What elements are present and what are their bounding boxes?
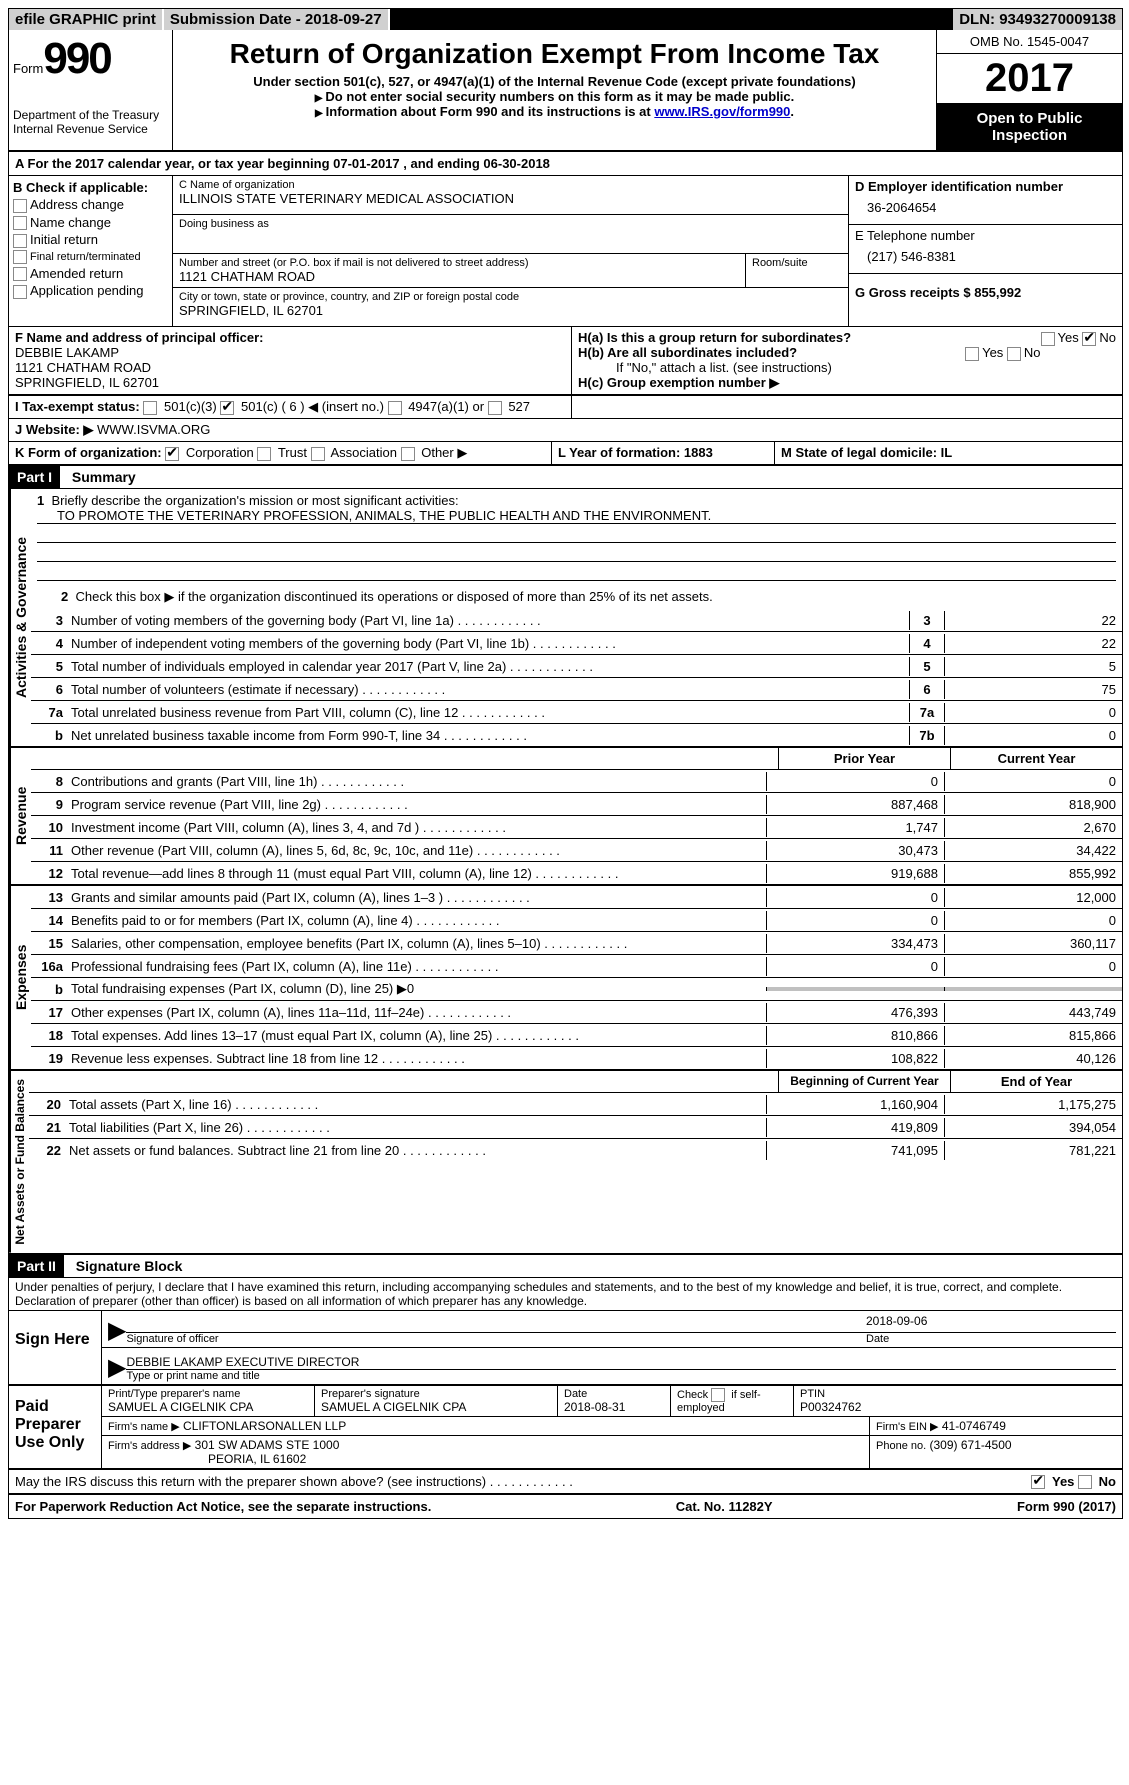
ein: 36-2064654 bbox=[855, 194, 1116, 215]
table-row: 21Total liabilities (Part X, line 26)419… bbox=[29, 1116, 1122, 1139]
public-inspection: Open to Public Inspection bbox=[937, 104, 1122, 150]
gross-receipts: G Gross receipts $ 855,992 bbox=[855, 277, 1116, 300]
netassets-section: Net Assets or Fund Balances Beginning of… bbox=[9, 1071, 1122, 1255]
section-c: C Name of organization ILLINOIS STATE VE… bbox=[173, 176, 849, 326]
section-a: A For the 2017 calendar year, or tax yea… bbox=[9, 152, 1122, 176]
table-row: 6Total number of volunteers (estimate if… bbox=[31, 678, 1122, 701]
expenses-section: Expenses 13Grants and similar amounts pa… bbox=[9, 886, 1122, 1071]
part2-header: Part II bbox=[9, 1255, 64, 1277]
form-subtitle: Under section 501(c), 527, or 4947(a)(1)… bbox=[181, 74, 928, 89]
checkbox-initial-return[interactable] bbox=[13, 234, 27, 248]
table-row: bNet unrelated business taxable income f… bbox=[31, 724, 1122, 746]
checkbox-527[interactable] bbox=[488, 401, 502, 415]
tax-year: 2017 bbox=[937, 54, 1122, 104]
table-row: 3Number of voting members of the governi… bbox=[31, 609, 1122, 632]
checkbox-amended[interactable] bbox=[13, 267, 27, 281]
form-header: Form990 Department of the Treasury Inter… bbox=[9, 30, 1122, 152]
table-row: 15Salaries, other compensation, employee… bbox=[31, 932, 1122, 955]
table-row: 9Program service revenue (Part VIII, lin… bbox=[31, 793, 1122, 816]
table-row: 19Revenue less expenses. Subtract line 1… bbox=[31, 1047, 1122, 1069]
checkbox-self-employed[interactable] bbox=[711, 1388, 725, 1402]
website: WWW.ISVMA.ORG bbox=[97, 422, 210, 437]
table-row: bTotal fundraising expenses (Part IX, co… bbox=[31, 978, 1122, 1001]
city-state-zip: SPRINGFIELD, IL 62701 bbox=[179, 303, 842, 318]
section-d: D Employer identification number 36-2064… bbox=[849, 176, 1122, 326]
section-b: B Check if applicable: Address change Na… bbox=[9, 176, 173, 326]
dln: DLN: 93493270009138 bbox=[953, 9, 1122, 30]
checkbox-discuss-no[interactable] bbox=[1078, 1475, 1092, 1489]
table-row: 13Grants and similar amounts paid (Part … bbox=[31, 886, 1122, 909]
section-f-h: F Name and address of principal officer:… bbox=[9, 327, 1122, 395]
year-formation: L Year of formation: 1883 bbox=[552, 442, 775, 464]
top-bar: efile GRAPHIC print Submission Date - 20… bbox=[9, 9, 1122, 30]
efile-label: efile GRAPHIC print bbox=[9, 9, 164, 30]
checkbox-4947[interactable] bbox=[388, 401, 402, 415]
table-row: 4Number of independent voting members of… bbox=[31, 632, 1122, 655]
arrow-icon bbox=[315, 104, 326, 119]
governance-section: Activities & Governance 1 Briefly descri… bbox=[9, 489, 1122, 748]
checkbox-corp[interactable] bbox=[165, 447, 179, 461]
irs-link[interactable]: www.IRS.gov/form990 bbox=[654, 104, 790, 119]
form-title: Return of Organization Exempt From Incom… bbox=[181, 38, 928, 70]
table-row: 10Investment income (Part VIII, column (… bbox=[31, 816, 1122, 839]
table-row: 7aTotal unrelated business revenue from … bbox=[31, 701, 1122, 724]
table-row: 22Net assets or fund balances. Subtract … bbox=[29, 1139, 1122, 1161]
phone: (217) 546-8381 bbox=[855, 243, 1116, 264]
table-row: 5Total number of individuals employed in… bbox=[31, 655, 1122, 678]
table-row: 14Benefits paid to or for members (Part … bbox=[31, 909, 1122, 932]
table-row: 12Total revenue—add lines 8 through 11 (… bbox=[31, 862, 1122, 884]
checkbox-discuss-yes[interactable] bbox=[1031, 1475, 1045, 1489]
perjury-statement: Under penalties of perjury, I declare th… bbox=[9, 1278, 1122, 1311]
arrow-icon bbox=[315, 89, 326, 104]
officer-name: DEBBIE LAKAMP EXECUTIVE DIRECTOR bbox=[126, 1355, 1116, 1370]
irs-label: Internal Revenue Service bbox=[13, 122, 168, 136]
checkbox-other[interactable] bbox=[401, 447, 415, 461]
checkbox-501c[interactable] bbox=[220, 401, 234, 415]
checkbox-assoc[interactable] bbox=[311, 447, 325, 461]
footer: For Paperwork Reduction Act Notice, see … bbox=[9, 1495, 1122, 1518]
table-row: 16aProfessional fundraising fees (Part I… bbox=[31, 955, 1122, 978]
form-990: efile GRAPHIC print Submission Date - 20… bbox=[8, 8, 1123, 1519]
dept-treasury: Department of the Treasury bbox=[13, 108, 168, 122]
checkbox-ha-no[interactable] bbox=[1082, 332, 1096, 346]
submission-date: Submission Date - 2018-09-27 bbox=[164, 9, 390, 30]
checkbox-trust[interactable] bbox=[257, 447, 271, 461]
sign-here-section: Sign Here ▶ Signature of officer 2018-09… bbox=[9, 1311, 1122, 1386]
mission-text: TO PROMOTE THE VETERINARY PROFESSION, AN… bbox=[37, 508, 1116, 524]
checkbox-address-change[interactable] bbox=[13, 199, 27, 213]
form-number: Form990 bbox=[13, 34, 168, 84]
checkbox-application-pending[interactable] bbox=[13, 285, 27, 299]
street-address: 1121 CHATHAM ROAD bbox=[179, 269, 739, 284]
table-row: 20Total assets (Part X, line 16)1,160,90… bbox=[29, 1093, 1122, 1116]
org-name: ILLINOIS STATE VETERINARY MEDICAL ASSOCI… bbox=[179, 191, 842, 206]
checkbox-hb-yes[interactable] bbox=[965, 347, 979, 361]
table-row: 8Contributions and grants (Part VIII, li… bbox=[31, 770, 1122, 793]
table-row: 18Total expenses. Add lines 13–17 (must … bbox=[31, 1024, 1122, 1047]
table-row: 17Other expenses (Part IX, column (A), l… bbox=[31, 1001, 1122, 1024]
checkbox-ha-yes[interactable] bbox=[1041, 332, 1055, 346]
checkbox-hb-no[interactable] bbox=[1007, 347, 1021, 361]
revenue-section: Revenue Prior Year Current Year 8Contrib… bbox=[9, 748, 1122, 886]
checkbox-final-return[interactable] bbox=[13, 250, 27, 264]
discuss-row: May the IRS discuss this return with the… bbox=[9, 1470, 1122, 1495]
paid-preparer-section: Paid Preparer Use Only Print/Type prepar… bbox=[9, 1386, 1122, 1470]
omb-number: OMB No. 1545-0047 bbox=[937, 30, 1122, 54]
part1-header: Part I bbox=[9, 466, 60, 488]
table-row: 11Other revenue (Part VIII, column (A), … bbox=[31, 839, 1122, 862]
checkbox-name-change[interactable] bbox=[13, 216, 27, 230]
state-domicile: M State of legal domicile: IL bbox=[775, 442, 1122, 464]
checkbox-501c3[interactable] bbox=[143, 401, 157, 415]
main-info-block: B Check if applicable: Address change Na… bbox=[9, 176, 1122, 327]
